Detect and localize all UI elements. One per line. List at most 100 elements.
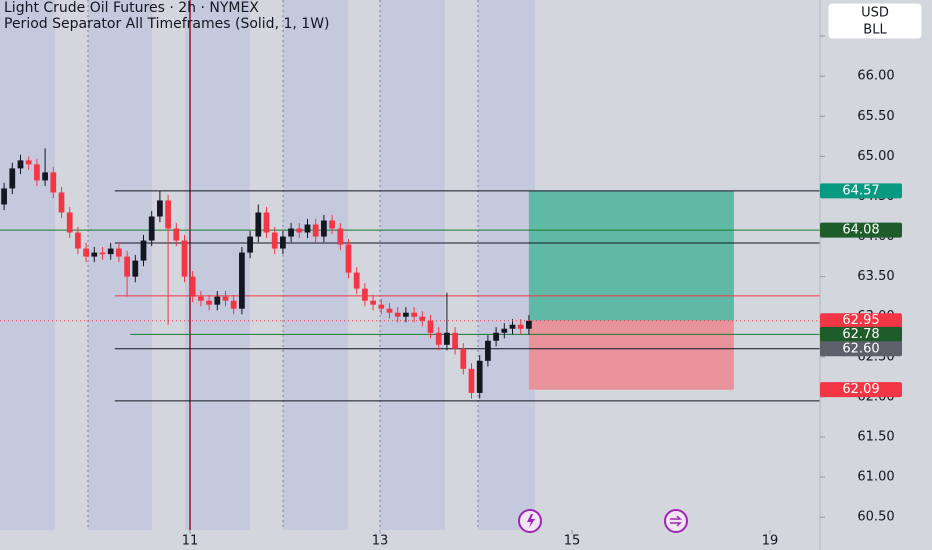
candle-body	[362, 288, 368, 301]
price-tag	[820, 222, 902, 238]
price-tag	[820, 183, 902, 199]
icon-glyph	[670, 515, 682, 527]
candle-body	[485, 340, 491, 361]
candle-body	[353, 272, 360, 289]
price-tag-label: 62.78	[842, 327, 879, 342]
candle-body	[140, 240, 147, 261]
candle-body	[25, 160, 32, 165]
candle-body	[378, 304, 385, 309]
currency: USD	[861, 6, 889, 21]
candle-body	[239, 252, 245, 309]
y-tick-label: 66.00	[857, 69, 894, 84]
x-tick-label: 13	[372, 534, 389, 549]
band	[478, 0, 535, 530]
currency-box[interactable]	[827, 2, 923, 40]
candle-body	[83, 248, 89, 257]
candle-body	[189, 276, 196, 297]
band	[283, 0, 348, 530]
candle-body	[476, 360, 483, 393]
candle-body	[75, 232, 81, 249]
candle-body	[198, 296, 204, 301]
candle-body	[288, 228, 294, 237]
position-loss	[528, 320, 734, 390]
y-tick-label: 63.50	[857, 269, 894, 284]
price-axis	[820, 0, 932, 550]
price-tag-label: 62.95	[842, 313, 879, 328]
candle-body	[526, 320, 532, 329]
candle-body	[427, 320, 434, 333]
price-tag	[820, 382, 902, 398]
candle-body	[214, 296, 221, 305]
y-tick-label: 60.50	[857, 510, 894, 525]
y-tick-label: 61.50	[857, 429, 894, 444]
candle-body	[247, 236, 253, 253]
candle-body	[17, 160, 24, 169]
price-tag-label: 64.08	[842, 223, 879, 238]
y-tick-label: 61.00	[857, 470, 894, 485]
candle-body	[9, 168, 16, 189]
candle-body	[222, 296, 229, 301]
unit: BLL	[863, 23, 887, 38]
candle-body	[337, 228, 344, 245]
candle-body	[386, 308, 393, 313]
price-tag-label: 62.09	[842, 382, 879, 397]
candle-body	[132, 260, 139, 277]
event-icon[interactable]	[664, 509, 688, 533]
candle-body	[124, 256, 130, 277]
candle-body	[312, 224, 319, 237]
candle-body	[329, 220, 335, 229]
candle-body	[58, 192, 65, 213]
candle-body	[419, 316, 426, 321]
band	[0, 0, 55, 530]
candle-body	[148, 216, 155, 241]
candle-body	[181, 240, 188, 277]
candle-body	[255, 212, 262, 237]
candle-body	[1, 188, 7, 205]
candle-body	[116, 248, 122, 257]
candle-body	[501, 328, 508, 333]
y-tick-label: 65.50	[857, 109, 894, 124]
candle-body	[452, 332, 458, 349]
candle-body	[280, 236, 286, 249]
candle-body	[206, 300, 212, 305]
plot	[0, 148, 820, 402]
x-tick-label: 11	[182, 534, 199, 549]
x-tick-label: 19	[762, 534, 779, 549]
price-tag-label: 64.57	[842, 183, 879, 198]
candle-body	[345, 244, 352, 273]
y-tick-label: 65.00	[857, 149, 894, 164]
candle-body	[460, 348, 467, 369]
band	[88, 0, 152, 530]
candle-body	[411, 312, 417, 317]
candle-body	[296, 228, 303, 233]
candle-body	[493, 332, 499, 341]
candle-body	[173, 228, 180, 241]
candle-body	[517, 324, 524, 329]
candle-body	[165, 200, 171, 229]
candle-body	[34, 164, 40, 181]
chart-title: Light Crude Oil Futures · 2h · NYMEX	[4, 0, 259, 16]
candle-body	[394, 312, 401, 317]
price-tag	[820, 341, 902, 357]
candle-body	[444, 332, 450, 345]
price-tag	[820, 326, 902, 342]
candle-body	[271, 232, 278, 249]
chart-subtitle: Period Separator All Timeframes (Solid, …	[4, 16, 330, 32]
candle-body	[403, 312, 409, 317]
candle-body	[370, 300, 376, 305]
candle-body	[435, 332, 442, 345]
session-bands	[0, 0, 535, 530]
band	[380, 0, 445, 530]
position-profit	[528, 190, 734, 321]
candle-body	[263, 212, 270, 233]
event-icons[interactable]	[518, 509, 688, 533]
candle-body	[66, 212, 73, 233]
candle-body	[304, 224, 311, 233]
candle-body	[321, 220, 327, 237]
icon-glyph	[527, 514, 535, 528]
candle-body	[42, 172, 48, 181]
candle-body	[99, 252, 106, 255]
axis-layer: 60.5061.0061.5062.0062.5063.0063.5064.00…	[182, 29, 902, 549]
period-separators	[87, 0, 479, 530]
